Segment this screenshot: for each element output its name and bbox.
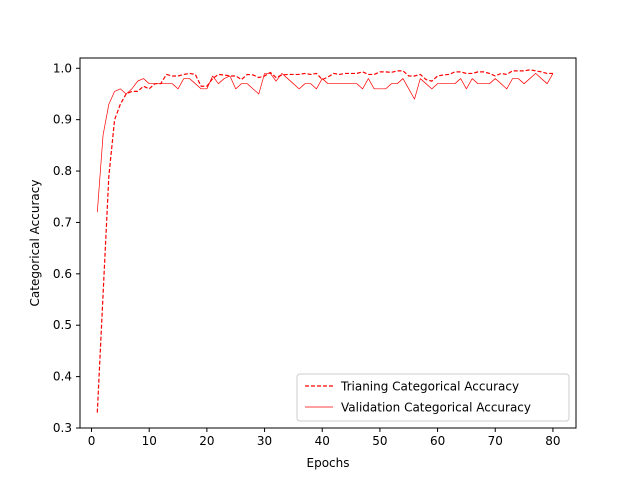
x-tick-label: 0 xyxy=(88,434,96,448)
y-tick-label: 1.0 xyxy=(53,61,72,75)
x-axis-label: Epochs xyxy=(307,456,350,470)
y-tick-label: 0.5 xyxy=(53,318,72,332)
x-tick-label: 40 xyxy=(315,434,330,448)
plot-frame xyxy=(79,57,577,429)
legend-label-validation: Validation Categorical Accuracy xyxy=(341,401,531,415)
y-tick-label: 0.8 xyxy=(53,164,72,178)
y-axis-label: Categorical Accuracy xyxy=(28,180,42,307)
x-tick-label: 50 xyxy=(372,434,387,448)
plot-area xyxy=(80,58,576,428)
tick-layer: 0 10 20 30 40 50 60 70 80 0.3 0.4 0.5 0.6 0.7 0.8 0.9 1.… xyxy=(53,61,561,448)
legend: Trianing Categorical Accuracy Validation… xyxy=(296,373,570,422)
x-tick-label: 20 xyxy=(199,434,214,448)
legend-label-training: Trianing Categorical Accuracy xyxy=(340,380,519,394)
y-tick-label: 0.3 xyxy=(53,421,72,435)
x-tick-label: 10 xyxy=(142,434,157,448)
y-tick-label: 0.7 xyxy=(53,215,72,229)
x-tick-label: 60 xyxy=(430,434,445,448)
y-tick-label: 0.6 xyxy=(53,267,72,281)
legend-box xyxy=(296,373,570,422)
x-tick-label: 70 xyxy=(488,434,503,448)
x-tick-label: 80 xyxy=(545,434,560,448)
y-tick-label: 0.4 xyxy=(53,370,72,384)
y-tick-label: 0.9 xyxy=(53,113,72,127)
x-tick-label: 30 xyxy=(257,434,272,448)
training-accuracy-line xyxy=(96,69,553,413)
validation-accuracy-line xyxy=(96,73,554,213)
series-layer xyxy=(96,69,554,413)
